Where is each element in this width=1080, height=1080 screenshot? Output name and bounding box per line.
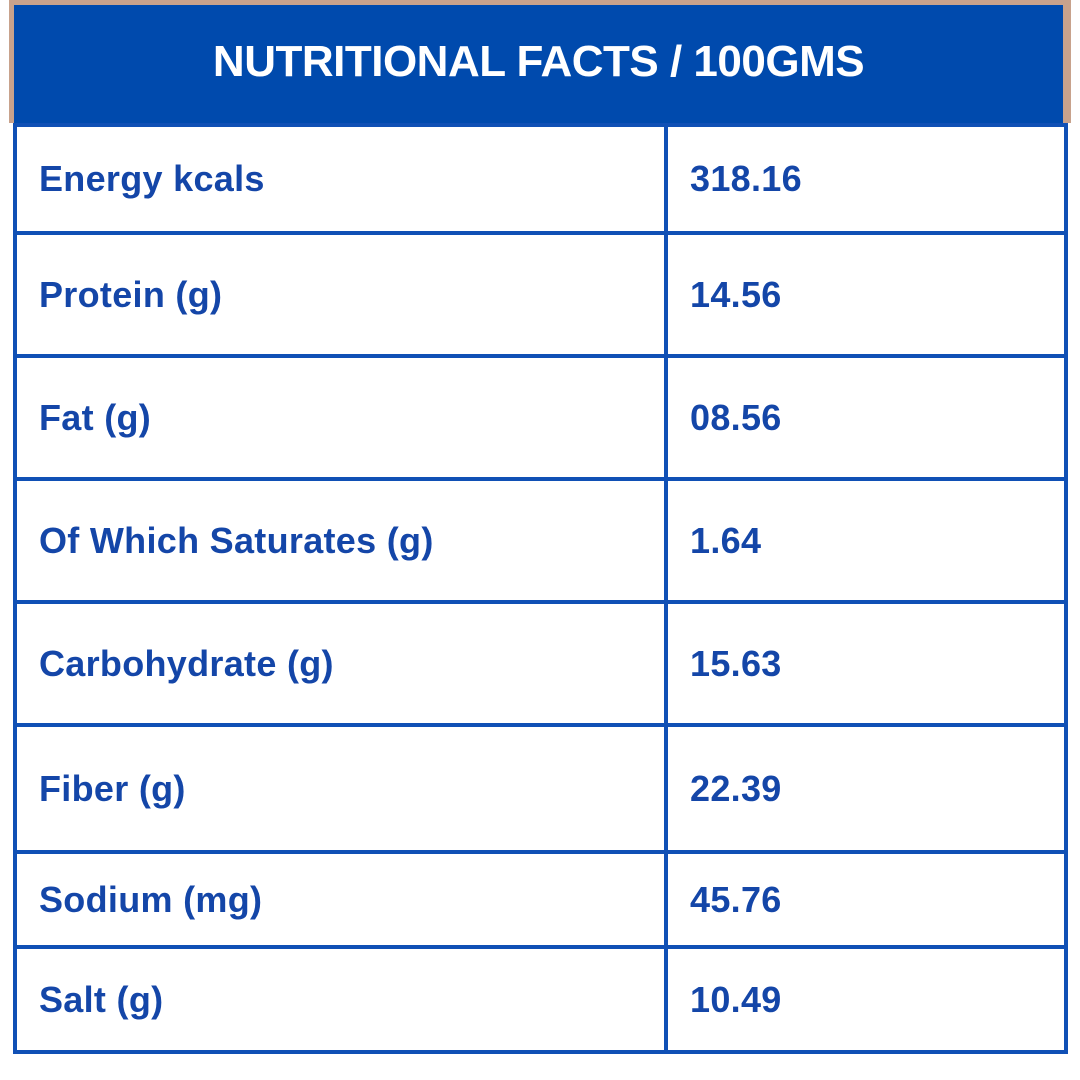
page-title: NUTRITIONAL FACTS / 100GMS [212, 37, 865, 86]
nutrient-label: Fat (g) [17, 358, 668, 477]
nutrient-label: Salt (g) [17, 949, 668, 1050]
nutrient-label: Carbohydrate (g) [17, 604, 668, 723]
nutrient-label: Of Which Saturates (g) [17, 481, 668, 600]
table-row: Sodium (mg) 45.76 [17, 854, 1064, 949]
table-row: Protein (g) 14.56 [17, 235, 1064, 358]
table-row: Energy kcals 318.16 [17, 127, 1064, 235]
nutrient-value: 14.56 [690, 273, 782, 315]
nutrient-value: 08.56 [690, 396, 782, 438]
nutrient-value: 1.64 [690, 519, 762, 561]
table-row: Of Which Saturates (g) 1.64 [17, 481, 1064, 604]
nutrient-label: Fiber (g) [17, 727, 668, 850]
nutrient-value: 15.63 [690, 642, 782, 684]
nutrient-label: Protein (g) [17, 235, 668, 354]
table-row: Salt (g) 10.49 [17, 949, 1064, 1050]
nutrition-table: Energy kcals 318.16 Protein (g) 14.56 Fa… [13, 123, 1068, 1054]
nutrient-label: Sodium (mg) [17, 854, 668, 945]
nutrient-value: 318.16 [690, 158, 802, 199]
header: NUTRITIONAL FACTS / 100GMS [9, 0, 1071, 123]
nutrient-value: 10.49 [690, 978, 782, 1020]
nutrient-label: Energy kcals [17, 127, 668, 231]
nutrient-value: 45.76 [690, 878, 782, 920]
table-row: Carbohydrate (g) 15.63 [17, 604, 1064, 727]
table-row: Fiber (g) 22.39 [17, 727, 1064, 854]
table-row: Fat (g) 08.56 [17, 358, 1064, 481]
nutrient-value: 22.39 [690, 767, 782, 809]
